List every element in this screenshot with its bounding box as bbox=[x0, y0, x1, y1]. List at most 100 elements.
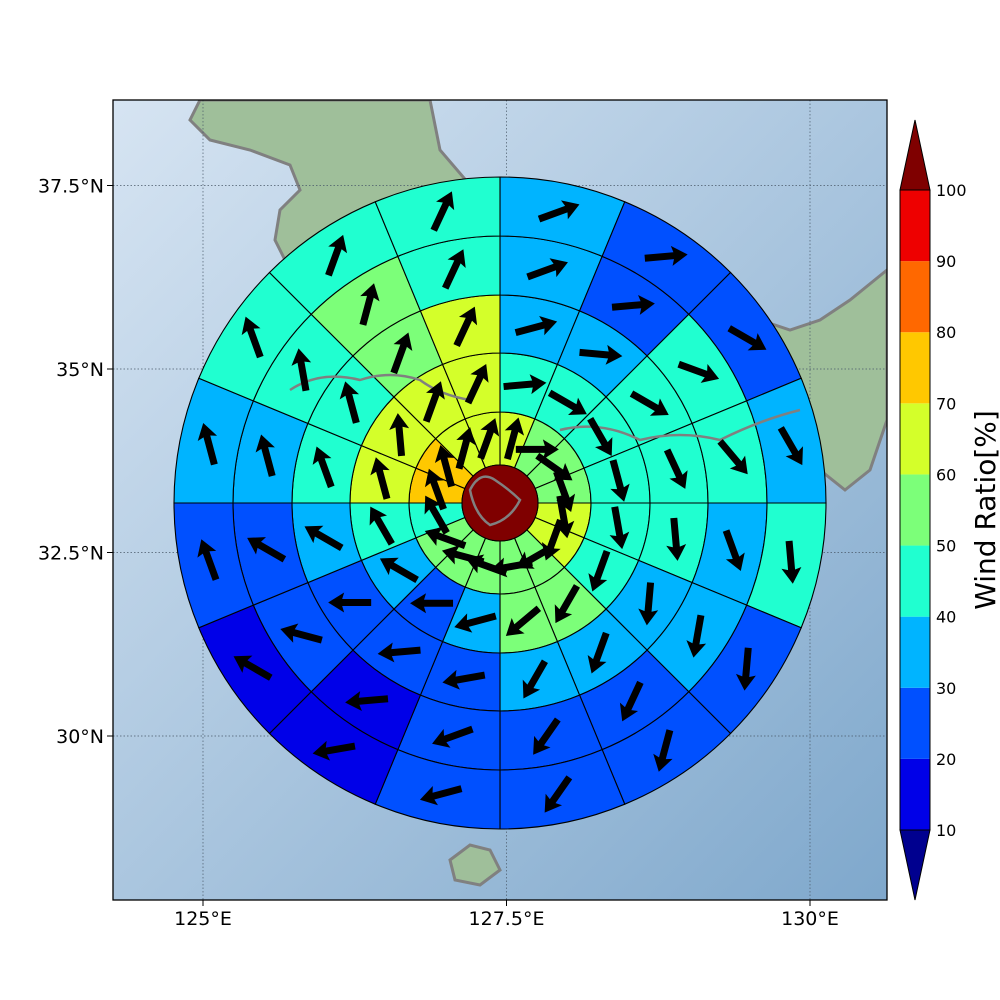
wind-arrow-r2-s8 bbox=[505, 605, 542, 636]
wind-arrow-r4-s3 bbox=[677, 360, 720, 383]
colorbar-segment bbox=[900, 545, 930, 617]
wind-arrow-r3-s5 bbox=[666, 517, 687, 561]
lon-tick-label: 125°E bbox=[174, 908, 232, 930]
lon-tick-label: 127.5°E bbox=[469, 908, 545, 930]
wind-arrow-r5-s4 bbox=[777, 426, 803, 466]
wind-arrow-r5-s13 bbox=[197, 422, 218, 466]
wind-arrow-r5-s2 bbox=[644, 245, 688, 266]
colorbar-under-triangle bbox=[899, 829, 931, 901]
wind-arrow-r5-s7 bbox=[653, 729, 674, 772]
wind-arrow-r1-s14 bbox=[434, 444, 455, 488]
wind-arrow-r5-s8 bbox=[544, 775, 573, 813]
colorbar-tick-label: 100 bbox=[936, 181, 967, 200]
wind-arrow-r2-s2 bbox=[547, 389, 587, 415]
wind-arrow-r5-s15 bbox=[325, 234, 348, 277]
wind-arrows bbox=[197, 191, 803, 813]
lat-tick-label: 30°N bbox=[56, 726, 104, 748]
colorbar-tick-label: 70 bbox=[936, 394, 956, 413]
wind-arrow-r3-s1 bbox=[514, 315, 558, 336]
wind-arrow-r4-s7 bbox=[619, 680, 644, 722]
wind-arrow-r5-s14 bbox=[241, 316, 264, 359]
wind-arrow-r2-s6 bbox=[588, 549, 611, 592]
wind-arrow-r2-s1 bbox=[503, 374, 547, 395]
wind-arrow-r4-s14 bbox=[291, 348, 312, 392]
wind-arrow-r2-s10 bbox=[410, 593, 454, 614]
coastline-kyushu bbox=[468, 475, 522, 527]
wind-arrow-r3-s15 bbox=[390, 332, 413, 375]
wind-arrow-r5-s6 bbox=[735, 647, 756, 691]
wind-arrow-r1-s3 bbox=[535, 452, 573, 481]
wind-arrow-r1-s10 bbox=[441, 545, 485, 566]
wind-arrow-r5-s12 bbox=[197, 539, 220, 581]
wind-arrow-r3-s13 bbox=[312, 446, 335, 489]
colorbar-segment bbox=[900, 616, 930, 688]
colorbar-segment bbox=[900, 261, 930, 333]
wind-arrow-r4-s10 bbox=[345, 691, 389, 712]
colorbar-frame bbox=[899, 189, 931, 831]
wind-arrow-r2-s7 bbox=[554, 584, 580, 624]
colorbar-tick-label: 60 bbox=[936, 465, 956, 484]
colorbar-segment bbox=[900, 474, 930, 546]
colorbar-segment bbox=[900, 758, 930, 830]
wind-arrow-r3-s2 bbox=[579, 344, 623, 365]
wind-arrow-r1-s15 bbox=[455, 427, 476, 470]
wind-arrow-r4-s8 bbox=[533, 717, 561, 755]
wind-arrow-r4-s1 bbox=[526, 258, 568, 281]
wind-arrow-r4-s12 bbox=[247, 537, 287, 563]
colorbar-tick-label: 50 bbox=[936, 537, 956, 556]
lat-tick-label: 35°N bbox=[56, 359, 104, 381]
wind-arrow-r3-s8 bbox=[522, 659, 548, 699]
wind-arrow-r4-s4 bbox=[717, 439, 748, 475]
wind-arrow-r5-s1 bbox=[537, 200, 580, 223]
map-ticks: 125°E127.5°E130°E132.5°E135°E37.5°N35°N3… bbox=[38, 176, 839, 931]
colorbar-segment bbox=[900, 190, 930, 262]
wind-arrow-r3-s14 bbox=[339, 381, 360, 424]
wind-arrow-r3-s7 bbox=[587, 631, 610, 674]
colorbar-segment bbox=[900, 332, 930, 404]
lat-tick-label: 32.5°N bbox=[38, 543, 104, 565]
wind-arrow-r2-s5 bbox=[609, 506, 630, 550]
wind-arrow-r1-s13 bbox=[424, 468, 447, 511]
lat-tick-label: 37.5°N bbox=[38, 176, 104, 198]
colorbar-segment bbox=[900, 687, 930, 759]
wind-arrow-r2-s4 bbox=[609, 459, 630, 502]
wind-arrow-r2-s15 bbox=[422, 381, 445, 423]
map-frame bbox=[112, 99, 888, 901]
wind-arrow-r5-s3 bbox=[727, 325, 767, 351]
wind-arrow-r5-s11 bbox=[233, 655, 273, 681]
center-disc bbox=[461, 464, 539, 542]
wind-arrow-r4-s6 bbox=[686, 614, 707, 658]
wind-arrow-r5-s10 bbox=[312, 740, 356, 761]
wind-arrow-r1-s11 bbox=[424, 527, 467, 549]
wind-arrow-r3-s16 bbox=[453, 306, 478, 348]
colorbar-segment bbox=[900, 403, 930, 475]
wind-arrow-r3-s11 bbox=[328, 592, 372, 613]
colorbar-tick-label: 20 bbox=[936, 750, 956, 769]
wind-arrow-r2-s3 bbox=[587, 416, 613, 456]
wind-arrow-r4-s15 bbox=[359, 283, 380, 326]
wind-arrow-r4-s5 bbox=[722, 529, 745, 571]
wind-arrow-r3-s3 bbox=[629, 390, 669, 416]
wind-arrow-r2-s12 bbox=[369, 506, 395, 546]
colorbar-tick-label: 80 bbox=[936, 323, 956, 342]
wind-arrow-r3-s10 bbox=[377, 642, 421, 663]
wind-arrow-r2-s11 bbox=[379, 557, 419, 583]
wind-arrow-r1-s2 bbox=[515, 439, 559, 460]
wind-arrow-r1-s1 bbox=[504, 417, 525, 460]
wind-arrow-r4-s2 bbox=[611, 294, 655, 315]
wind-arrow-r5-s5 bbox=[781, 540, 802, 584]
colorbar-tick-label: 90 bbox=[936, 252, 956, 271]
wind-arrow-r5-s16 bbox=[430, 191, 455, 232]
lon-tick-label: 130°E bbox=[781, 908, 839, 930]
wind-arrow-r4-s13 bbox=[255, 434, 276, 477]
colorbar-tick-label: 40 bbox=[936, 608, 956, 627]
wind-arrow-r3-s6 bbox=[638, 582, 659, 626]
wind-arrow-r2-s13 bbox=[370, 457, 391, 500]
colorbar-tick-label: 30 bbox=[936, 679, 956, 698]
wind-arrow-r4-s9 bbox=[432, 725, 474, 748]
wind-arrow-r3-s4 bbox=[663, 448, 688, 489]
colorbar-over-triangle bbox=[899, 119, 931, 191]
wind-arrow-r2-s14 bbox=[389, 413, 410, 457]
colorbar-title: Wind Ratio[%] bbox=[969, 410, 1000, 610]
